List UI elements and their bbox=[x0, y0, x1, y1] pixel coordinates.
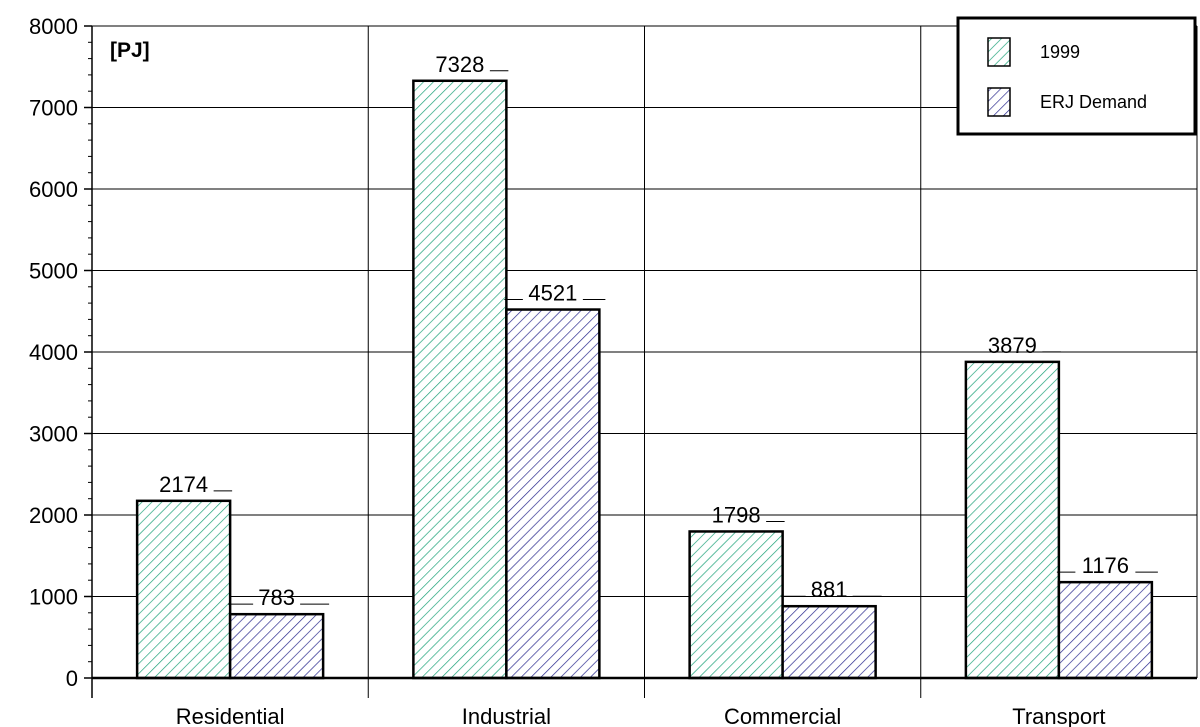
x-category-label: Transport bbox=[1012, 704, 1105, 727]
y-tick-label: 3000 bbox=[29, 422, 78, 447]
x-category-label: Industrial bbox=[462, 704, 551, 727]
unit-label: [PJ] bbox=[110, 39, 150, 62]
data-label: 783 bbox=[258, 585, 295, 610]
data-label: 881 bbox=[811, 577, 848, 602]
bar bbox=[1057, 580, 1154, 680]
y-tick-label: 2000 bbox=[29, 503, 78, 528]
legend-swatch bbox=[987, 87, 1011, 117]
bar bbox=[781, 604, 877, 680]
data-label: 3879 bbox=[988, 333, 1037, 358]
y-tick-label: 5000 bbox=[29, 259, 78, 284]
legend-label: ERJ Demand bbox=[1040, 92, 1147, 112]
data-label: 2174 bbox=[159, 472, 208, 497]
legend: 1999 ERJ Demand bbox=[956, 16, 1197, 136]
legend-label: 1999 bbox=[1040, 42, 1080, 62]
y-tick-label: 8000 bbox=[29, 14, 78, 39]
y-tick-label: 6000 bbox=[29, 177, 78, 202]
bar bbox=[505, 308, 601, 680]
bar bbox=[135, 499, 232, 680]
grid-layer bbox=[92, 25, 1197, 698]
y-tick-label: 1000 bbox=[29, 585, 78, 610]
x-category-label: Residential bbox=[176, 704, 285, 727]
y-tick-label: 0 bbox=[66, 666, 78, 691]
bar bbox=[964, 360, 1061, 680]
x-category-label: Commercial bbox=[724, 704, 841, 727]
data-label: 4521 bbox=[528, 281, 577, 306]
bar bbox=[688, 530, 784, 680]
bars-layer: 2174 783 7328 4521 1798 881 3879 1176 bbox=[135, 52, 1158, 680]
bar bbox=[228, 612, 325, 680]
data-label: 1798 bbox=[712, 502, 761, 527]
data-label: 1176 bbox=[1082, 553, 1129, 578]
data-label: 7328 bbox=[435, 52, 484, 77]
legend-swatch bbox=[987, 37, 1011, 67]
y-tick-label: 7000 bbox=[29, 96, 78, 121]
y-tick-label: 4000 bbox=[29, 340, 78, 365]
bar bbox=[412, 79, 508, 680]
